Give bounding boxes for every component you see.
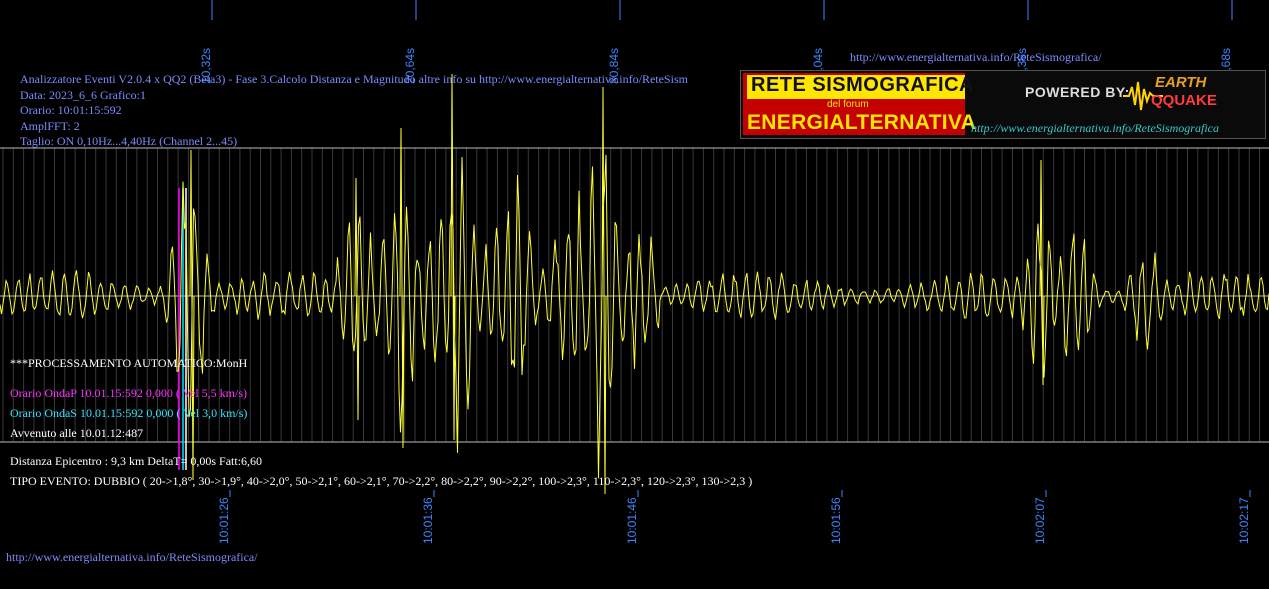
top-tick-label: 10,32s [199, 48, 213, 84]
bottom-tick-label: 10:01:46 [625, 497, 639, 544]
event-occurred: Avvenuto alle 10.01.12:487 [10, 426, 144, 440]
header-date: Data: 2023_6_6 Grafico:1 [20, 87, 146, 102]
banner-subtitle: del forum [827, 99, 869, 110]
bottom-tick-label: 10:02:17 [1237, 497, 1251, 544]
rete-sismografica-banner[interactable]: RETE SISMOGRAFICA del forum ENERGIALTERN… [740, 70, 1266, 139]
event-type: TIPO EVENTO: DUBBIO ( 20->1,8°, 30->1,9°… [10, 474, 753, 488]
brand-earth: EARTH [1155, 74, 1207, 91]
header-filter: Taglio: ON 0,10Hz...4,40Hz (Channel 2...… [20, 134, 238, 149]
header-time: Orario: 10:01:15:592 [20, 103, 122, 118]
bottom-link[interactable]: http://www.energialternativa.info/ReteSi… [6, 550, 258, 564]
top-tick-label: 30,84s [607, 48, 621, 84]
bottom-tick-label: 10:02:07 [1033, 497, 1047, 544]
top-tick-label: 20,64s [403, 48, 417, 84]
epicenter-distance: Distanza Epicentro : 9,3 km DeltaT= 0,00… [10, 454, 263, 468]
processing-info: ***PROCESSAMENTO AUTOMATICO:MonH Orario … [10, 353, 247, 443]
p-wave-time: Orario OndaP 10.01.15:592 0,000 ( Vel 5,… [10, 386, 247, 400]
banner-title: RETE SISMOGRAFICA [751, 74, 974, 96]
seismograph-icon [1123, 81, 1163, 111]
bottom-tick-label: 10:01:36 [421, 497, 435, 544]
brand-qquake: QQUAKE [1151, 92, 1217, 109]
auto-processing: ***PROCESSAMENTO AUTOMATICO:MonH [10, 356, 248, 370]
bottom-tick-label: 10:01:56 [829, 497, 843, 544]
result-info: Distanza Epicentro : 9,3 km DeltaT= 0,00… [10, 451, 752, 491]
header-title: Analizzatore Eventi V2.0.4 x QQ2 (Beta3)… [20, 72, 688, 86]
banner-url[interactable]: http://www.energialternativa.info/ReteSi… [971, 121, 1219, 135]
seismic-trace [0, 73, 1269, 495]
banner-powered: POWERED BY: [1025, 84, 1130, 100]
bottom-tick-label: 10:01:26 [217, 497, 231, 544]
top-link[interactable]: http://www.energialternativa.info/ReteSi… [850, 50, 1102, 64]
banner-yellow-block [747, 75, 965, 99]
s-wave-time: Orario OndaS 10.01.15:592 0,000 ( Vel 3,… [10, 406, 248, 420]
banner-name: ENERGIALTERNATIVA [747, 111, 977, 134]
header-amplfft: AmplFFT: 2 [20, 118, 80, 133]
grid [0, 147, 1269, 443]
analyzer-header: Analizzatore Eventi V2.0.4 x QQ2 (Beta3)… [20, 72, 688, 150]
bottom-axis-ticks: 10:01:26 10:01:36 10:01:46 10:01:56 10:02:07… [217, 490, 1251, 544]
